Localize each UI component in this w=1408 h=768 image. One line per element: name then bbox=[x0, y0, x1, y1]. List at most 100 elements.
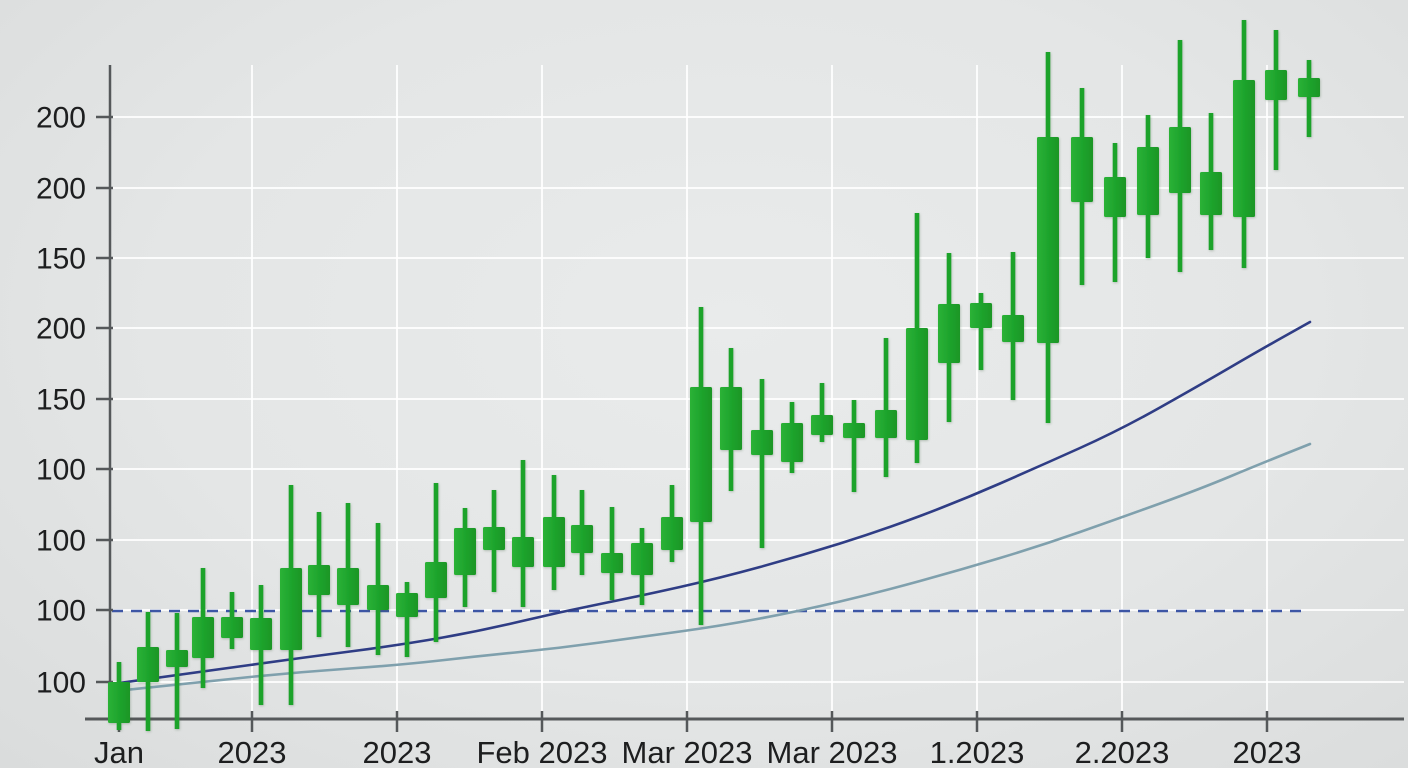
candle-body bbox=[631, 543, 653, 575]
candle bbox=[367, 523, 389, 655]
x-tick-label: 2023 bbox=[218, 735, 287, 768]
candle-body bbox=[970, 303, 992, 328]
candle-body bbox=[512, 537, 534, 567]
candle-wick bbox=[174, 613, 180, 729]
candle-body bbox=[720, 387, 742, 450]
candle bbox=[970, 293, 992, 370]
candle bbox=[396, 582, 418, 657]
candle bbox=[1002, 252, 1024, 400]
candle bbox=[250, 585, 272, 705]
candle-body bbox=[1265, 70, 1287, 100]
x-tick-label: 1.2023 bbox=[930, 735, 1025, 768]
candle bbox=[483, 490, 505, 592]
candle bbox=[308, 512, 330, 637]
candle-wick bbox=[819, 383, 825, 442]
candle-body bbox=[221, 617, 243, 638]
candle-body bbox=[781, 423, 803, 462]
x-tick-label: Jan bbox=[94, 735, 144, 768]
candle-body bbox=[1169, 127, 1191, 193]
candle bbox=[166, 613, 188, 729]
candle bbox=[811, 383, 833, 442]
candle bbox=[1071, 88, 1093, 285]
candle-body bbox=[192, 617, 214, 658]
candle bbox=[1037, 52, 1059, 423]
candle bbox=[690, 307, 712, 625]
candle-wick bbox=[404, 582, 410, 657]
x-tick-label: 2.2023 bbox=[1075, 735, 1170, 768]
x-tick-label: Feb 2023 bbox=[477, 735, 608, 768]
candle bbox=[192, 568, 214, 688]
candle bbox=[938, 253, 960, 422]
candle-body bbox=[661, 517, 683, 550]
candle bbox=[720, 348, 742, 491]
candle-body bbox=[1233, 80, 1255, 217]
y-tick-label: 150 bbox=[36, 384, 86, 417]
candle-body bbox=[396, 593, 418, 617]
candle bbox=[1233, 20, 1255, 268]
y-tick-label: 100 bbox=[36, 667, 86, 700]
candle-body bbox=[280, 568, 302, 650]
candle bbox=[337, 503, 359, 647]
candle-body bbox=[1002, 315, 1024, 342]
candle-body bbox=[425, 562, 447, 598]
candle-body bbox=[1200, 172, 1222, 215]
candle-body bbox=[250, 618, 272, 650]
candle-body bbox=[483, 527, 505, 550]
candle-body bbox=[938, 304, 960, 363]
candle bbox=[1169, 40, 1191, 272]
candle-body bbox=[875, 410, 897, 438]
candle-body bbox=[1071, 137, 1093, 202]
y-tick-label: 100 bbox=[36, 454, 86, 487]
candle bbox=[906, 213, 928, 463]
candle-body bbox=[843, 423, 865, 438]
candle-body bbox=[108, 682, 130, 723]
y-tick-label: 200 bbox=[36, 173, 86, 206]
candle-body bbox=[454, 528, 476, 575]
candle-body bbox=[1137, 147, 1159, 215]
candle bbox=[1298, 60, 1320, 137]
candle bbox=[512, 460, 534, 607]
y-tick-label: 100 bbox=[36, 525, 86, 558]
candle bbox=[108, 662, 130, 730]
candle bbox=[425, 483, 447, 642]
candle-body bbox=[1104, 177, 1126, 217]
candle bbox=[1137, 115, 1159, 258]
candle-body bbox=[1037, 137, 1059, 343]
candle-body bbox=[571, 525, 593, 553]
candle bbox=[875, 338, 897, 477]
candle-wick bbox=[978, 293, 984, 370]
candle bbox=[601, 507, 623, 600]
candle-body bbox=[690, 387, 712, 522]
candle bbox=[221, 592, 243, 649]
candle-body bbox=[751, 430, 773, 455]
steel-ma-curve bbox=[114, 442, 1312, 693]
y-tick-label: 150 bbox=[36, 243, 86, 276]
y-tick-label: 200 bbox=[36, 102, 86, 135]
candle bbox=[1265, 30, 1287, 170]
candle-wick bbox=[520, 460, 526, 607]
candle-body bbox=[137, 647, 159, 682]
candle bbox=[1104, 143, 1126, 282]
candle bbox=[454, 508, 476, 607]
candle-body bbox=[1298, 78, 1320, 97]
y-tick-label: 200 bbox=[36, 313, 86, 346]
candle-body bbox=[906, 328, 928, 440]
x-tick-label: Mar 2023 bbox=[622, 735, 753, 768]
candle bbox=[137, 612, 159, 731]
candle-wick bbox=[759, 379, 765, 548]
candle bbox=[661, 485, 683, 562]
candle bbox=[1200, 113, 1222, 250]
candle bbox=[781, 402, 803, 473]
x-tick-label: 2023 bbox=[363, 735, 432, 768]
candle-body bbox=[811, 415, 833, 435]
candle-wick bbox=[851, 400, 857, 492]
navy-ma-curve bbox=[110, 320, 1312, 686]
candle-wick bbox=[883, 338, 889, 477]
x-tick-label: 2023 bbox=[1233, 735, 1302, 768]
x-tick-label: Mar 2023 bbox=[767, 735, 898, 768]
candle-wick bbox=[1306, 60, 1312, 137]
candle bbox=[280, 485, 302, 705]
candle-body bbox=[601, 553, 623, 573]
